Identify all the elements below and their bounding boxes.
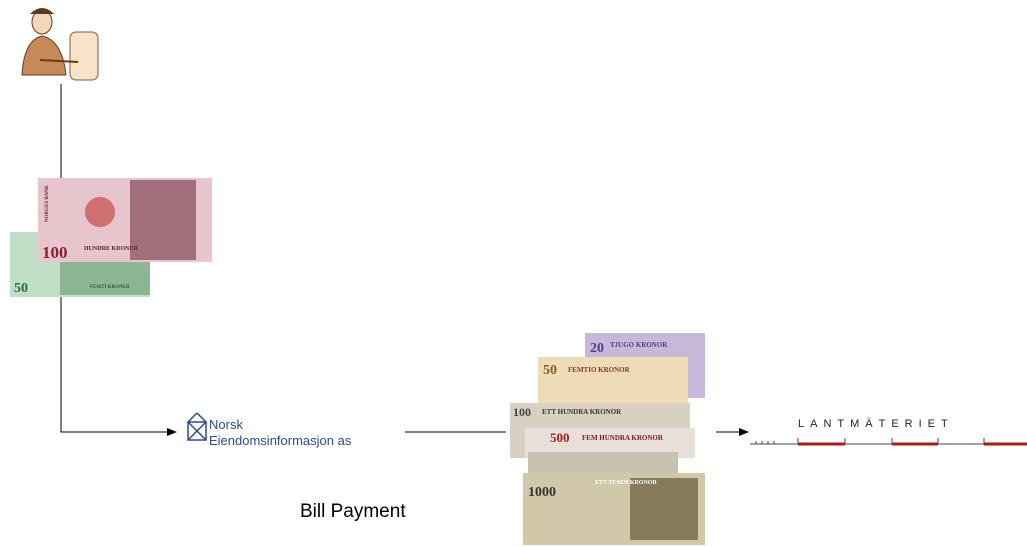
note-words: FEM HUNDRA KRONOR <box>582 434 664 442</box>
note-value: 50 <box>543 363 557 378</box>
lantmateriet-text: LANTMÄTERIET <box>798 418 954 430</box>
note-bank: NORGES BANK <box>45 185 50 222</box>
note-words: FEMTIO KRONOR <box>568 366 631 374</box>
caption: Bill Payment <box>300 501 406 522</box>
note-words: FEMTI KRONER <box>90 285 130 290</box>
diagram: 50 FEMTI KRONER 100 HUNDRE KRONER NORGES… <box>0 0 1027 547</box>
note-words: ETT HUNDRA KRONOR <box>542 408 622 416</box>
note-value: 50 <box>14 281 28 296</box>
logo-line1: Norsk <box>209 417 243 432</box>
note-words: HUNDRE KRONER <box>84 246 139 252</box>
lantmateriet-logo: LANTMÄTERIET <box>750 418 1027 444</box>
note-value: 20 <box>590 341 604 356</box>
logo-line2: Eiendomsinformasjon as <box>209 433 352 448</box>
note-value: 500 <box>550 430 570 445</box>
note-value: 1000 <box>528 485 556 500</box>
note-words: ETT TUSEN KRONOR <box>595 480 657 486</box>
note-value: 100 <box>513 405 531 419</box>
note-words: TJUGO KRONOR <box>610 341 668 349</box>
person-icon <box>22 8 98 80</box>
sek-notes: 20 TJUGO KRONOR 50 FEMTIO KRONOR 100 ETT… <box>510 333 705 545</box>
nok-notes: 50 FEMTI KRONER 100 HUNDRE KRONER NORGES… <box>10 178 212 297</box>
note-value: 100 <box>42 243 68 262</box>
norsk-logo: Norsk Eiendomsinformasjon as <box>188 413 352 448</box>
